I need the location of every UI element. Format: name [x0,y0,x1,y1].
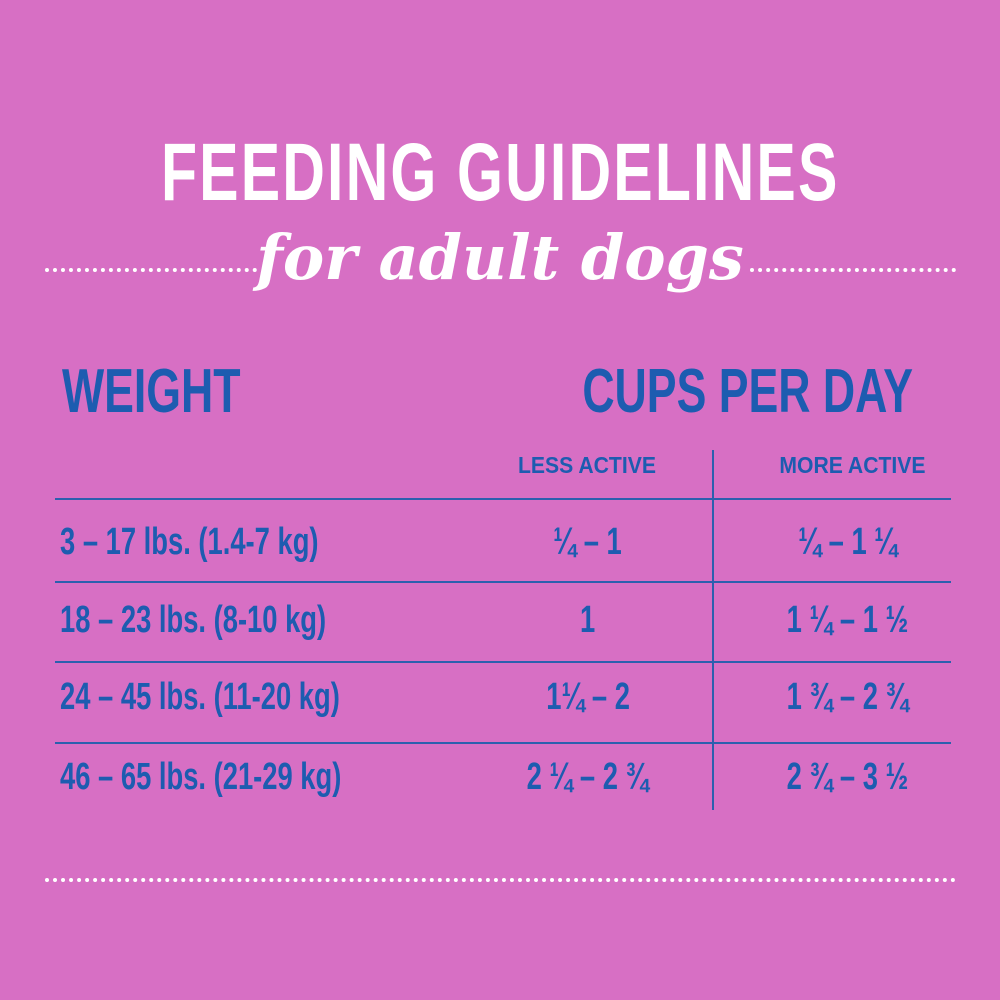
more-active-cell: 2 ¾ – 3 ½ [787,756,909,798]
row-divider [55,498,951,500]
dotted-divider-right [750,268,956,272]
weight-cell: 46 – 65 lbs. (21-29 kg) [60,756,342,798]
cups-per-day-header: CUPS PER DAY [582,357,914,426]
row-divider [55,742,951,744]
less-active-cell: ¼ – 1 [553,521,623,563]
column-divider [712,450,714,810]
weight-cell: 24 – 45 lbs. (11-20 kg) [60,676,340,718]
row-divider [55,581,951,583]
dotted-divider-bottom [45,878,956,882]
weight-header: WEIGHT [62,357,241,426]
more-active-cell: ¼ – 1 ¼ [798,521,898,563]
page-subtitle: for adult dogs [256,221,744,294]
more-active-cell: 1 ¼ – 1 ½ [787,599,909,641]
page-title: FEEDING GUIDELINES [160,127,840,218]
row-divider [55,661,951,663]
less-active-header: LESS ACTIVE [518,452,656,478]
weight-cell: 3 – 17 lbs. (1.4-7 kg) [60,521,319,563]
more-active-header: MORE ACTIVE [778,452,926,478]
less-active-cell: 1 [580,599,596,641]
more-active-cell: 1 ¾ – 2 ¾ [787,676,909,718]
less-active-cell: 2 ¼ – 2 ¾ [527,756,649,798]
dotted-divider-left [45,268,257,272]
weight-cell: 18 – 23 lbs. (8-10 kg) [60,599,327,641]
less-active-cell: 1¼ – 2 [546,676,630,718]
